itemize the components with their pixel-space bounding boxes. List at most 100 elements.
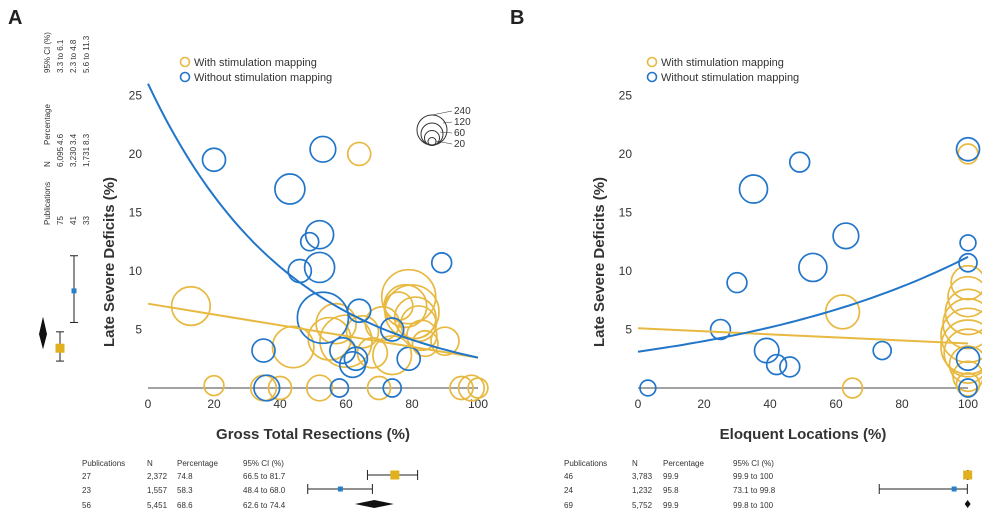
with-mapping-point bbox=[267, 375, 293, 401]
with-mapping-point bbox=[305, 374, 334, 402]
a-table-r1-pubs: 27 bbox=[82, 472, 91, 481]
b-table-r1-pubs: 46 bbox=[564, 472, 573, 481]
y-tick-label: 20 bbox=[129, 147, 143, 161]
side-table-header-publications: Publications bbox=[43, 182, 52, 225]
side-point-estimate bbox=[55, 343, 65, 353]
panel-a-fit-lines bbox=[147, 83, 479, 359]
panel-b-points bbox=[639, 136, 982, 399]
b-table-header-ci: 95% CI (%) bbox=[733, 459, 774, 468]
legend-b-without-label: Without stimulation mapping bbox=[661, 72, 799, 84]
side-table-header-ci: 95% CI (%) bbox=[43, 32, 52, 73]
with-mapping-point bbox=[364, 305, 401, 342]
panel-b-legend: With stimulation mapping Without stimula… bbox=[646, 56, 799, 84]
size-legend-label-60: 60 bbox=[454, 128, 466, 139]
with-mapping-point bbox=[170, 285, 212, 327]
b-table-r1-pct: 99.9 bbox=[663, 472, 679, 481]
side-table-header-percentage: Percentage bbox=[43, 104, 52, 145]
with-mapping-point bbox=[467, 377, 489, 399]
side-table-r2-pct: 3.4 bbox=[69, 133, 78, 145]
side-table-r1-pubs: 75 bbox=[56, 216, 65, 225]
b-table-header-n: N bbox=[632, 459, 638, 468]
point-estimate bbox=[951, 486, 957, 492]
without-mapping-fit-line bbox=[147, 83, 479, 359]
panel-a-y-axis-title: Late Severe Deficits (%) bbox=[101, 177, 118, 347]
with-mapping-point bbox=[841, 377, 864, 399]
with-mapping-point bbox=[947, 275, 982, 318]
without-mapping-point bbox=[309, 135, 337, 163]
without-mapping-point bbox=[274, 173, 306, 205]
without-mapping-point bbox=[430, 252, 453, 274]
without-mapping-point bbox=[304, 219, 335, 250]
without-mapping-point bbox=[959, 234, 977, 252]
without-mapping-point bbox=[872, 340, 893, 361]
a-table-r2-pubs: 23 bbox=[82, 486, 91, 495]
without-mapping-point bbox=[299, 231, 320, 252]
size-legend-label-240: 240 bbox=[454, 106, 471, 117]
y-tick-label: 10 bbox=[129, 264, 143, 278]
side-table-r3-ci: 5.6 to 11.3 bbox=[82, 35, 91, 73]
size-legend-leader-60 bbox=[439, 131, 453, 134]
side-point-estimate bbox=[71, 288, 77, 294]
x-tick-label: 80 bbox=[895, 397, 909, 411]
without-mapping-point bbox=[343, 346, 369, 372]
without-mapping-point bbox=[955, 136, 981, 162]
size-legend-leader-120 bbox=[442, 121, 453, 124]
legend-b-without-marker bbox=[646, 71, 658, 83]
x-tick-label: 20 bbox=[697, 397, 711, 411]
b-table-r2-pubs: 24 bbox=[564, 486, 573, 495]
legend-without-marker bbox=[179, 71, 191, 83]
b-table-r3-ci: 99.8 to 100 bbox=[733, 501, 774, 510]
a-table-r3-pct: 68.6 bbox=[177, 501, 193, 510]
panel-b-x-ticks: 0 20 40 60 80 100 bbox=[635, 397, 979, 411]
without-mapping-point bbox=[955, 346, 981, 372]
without-mapping-point bbox=[832, 222, 860, 250]
legend-b-with-marker bbox=[646, 56, 658, 68]
without-mapping-point bbox=[779, 356, 801, 378]
without-mapping-point bbox=[788, 151, 811, 173]
a-table-header-ci: 95% CI (%) bbox=[243, 459, 284, 468]
without-mapping-fit-line bbox=[637, 256, 969, 353]
with-mapping-point bbox=[952, 360, 982, 393]
y-tick-label: 5 bbox=[625, 322, 632, 336]
b-table-r2-n: 1,232 bbox=[632, 486, 653, 495]
y-tick-label: 25 bbox=[619, 88, 633, 102]
a-table-header-n: N bbox=[147, 459, 153, 468]
with-mapping-point bbox=[380, 268, 437, 325]
panel-a-side-table: Publications N Percentage 95% CI (%) 75 … bbox=[43, 32, 91, 225]
panel-b-chart: 5 10 15 20 25 0 20 40 60 80 100 Late Severe Defic… bbox=[591, 88, 982, 443]
without-mapping-point bbox=[379, 317, 405, 342]
a-table-r2-ci: 48.4 to 68.0 bbox=[243, 486, 286, 495]
with-mapping-point bbox=[406, 319, 438, 352]
side-table-r1-ci: 3.3 to 6.1 bbox=[56, 39, 65, 73]
x-tick-label: 0 bbox=[635, 397, 642, 411]
with-mapping-point bbox=[411, 329, 439, 358]
panel-b-y-ticks: 5 10 15 20 25 bbox=[619, 88, 633, 336]
side-table-r3-n: 1,731 bbox=[82, 146, 91, 167]
with-mapping-point bbox=[315, 302, 357, 345]
with-mapping-point bbox=[430, 326, 460, 357]
with-mapping-point bbox=[940, 307, 982, 364]
without-mapping-point bbox=[765, 353, 788, 376]
b-table-r3-pubs: 69 bbox=[564, 501, 573, 510]
a-table-r1-n: 2,372 bbox=[147, 472, 168, 481]
with-mapping-fit-line bbox=[147, 302, 479, 359]
a-table-r1-pct: 74.8 bbox=[177, 472, 193, 481]
a-table-r2-n: 1,557 bbox=[147, 486, 168, 495]
x-tick-label: 60 bbox=[829, 397, 843, 411]
y-tick-label: 15 bbox=[129, 205, 143, 219]
without-mapping-point bbox=[287, 258, 313, 284]
with-mapping-point bbox=[457, 374, 486, 402]
legend-with-marker bbox=[179, 56, 191, 68]
without-mapping-point bbox=[753, 337, 780, 364]
side-table-r2-pubs: 41 bbox=[69, 216, 78, 225]
pooled-diamond bbox=[964, 500, 971, 508]
with-mapping-point bbox=[372, 335, 413, 376]
side-table-r1-pct: 4.6 bbox=[56, 133, 65, 145]
panel-a-y-ticks: 5 10 15 20 25 bbox=[129, 88, 143, 336]
with-mapping-point bbox=[366, 375, 392, 401]
side-table-r3-pct: 8.3 bbox=[82, 133, 91, 145]
without-mapping-point bbox=[338, 350, 367, 379]
without-mapping-point bbox=[738, 174, 769, 204]
